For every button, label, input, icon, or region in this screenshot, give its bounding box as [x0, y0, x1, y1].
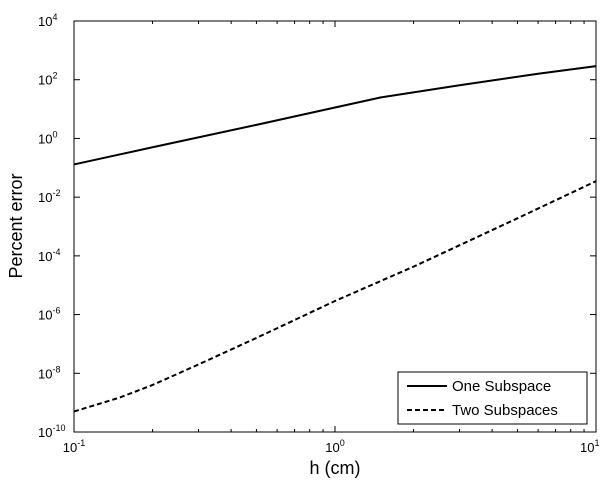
- legend-box: [397, 371, 588, 425]
- legend: One Subspace Two Subspaces: [397, 371, 588, 425]
- series-line-two-subspaces: [73, 180, 597, 413]
- x-tick-label: 10-1: [63, 438, 85, 455]
- y-tick-label: 10-8: [38, 364, 60, 381]
- y-tick-label: 10-2: [38, 188, 60, 205]
- x-tick-label: 101: [580, 438, 599, 455]
- y-tick-label: 10-4: [38, 247, 60, 264]
- y-tick-label: 100: [38, 129, 57, 146]
- legend-label-one-subspace: One Subspace: [452, 378, 551, 395]
- y-tick-label: 102: [38, 71, 57, 88]
- x-axis-title: h (cm): [310, 458, 361, 478]
- series-layer: [73, 65, 597, 413]
- y-tick-label: 104: [38, 12, 57, 29]
- plot-area: [73, 20, 597, 433]
- axis-ticks: 10-1 100 101 10-10 10-8 10-6 10-4 10-2 100 102 104: [38, 12, 599, 455]
- y-axis-title: Percent error: [6, 173, 26, 278]
- legend-label-two-subspaces: Two Subspaces: [452, 402, 558, 419]
- y-tick-label: 10-10: [38, 423, 65, 440]
- x-tick-label: 100: [325, 438, 344, 455]
- series-line-one-subspace: [73, 65, 597, 166]
- y-tick-label: 10-6: [38, 306, 60, 323]
